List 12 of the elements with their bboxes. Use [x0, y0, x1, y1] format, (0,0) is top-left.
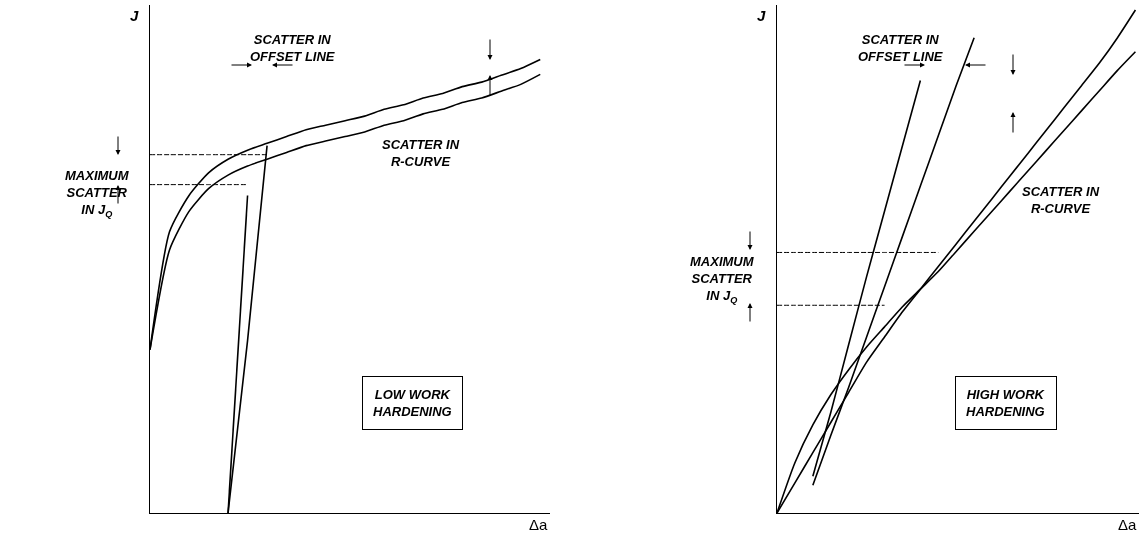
annotation: SCATTER IN R-CURVE [1022, 184, 1100, 216]
text: MAXIMUM SCATTER IN J$_{Q}$ [690, 254, 755, 305]
y-axis-title: J [130, 7, 139, 24]
annotation: SCATTER IN R-CURVE [382, 137, 460, 169]
annotation: SCATTER IN OFFSET LINE [250, 32, 335, 64]
x-axis-title: Δa [529, 516, 549, 533]
annotation: SCATTER IN OFFSET LINE [858, 32, 943, 64]
annotation: HIGH WORK HARDENING [966, 387, 1046, 419]
text: MAXIMUM SCATTER IN J$_{Q}$ [65, 168, 130, 219]
x-axis-title: Δa [1118, 516, 1138, 533]
annotation: LOW WORK HARDENING [373, 387, 452, 419]
y-axis-title: J [757, 7, 766, 24]
